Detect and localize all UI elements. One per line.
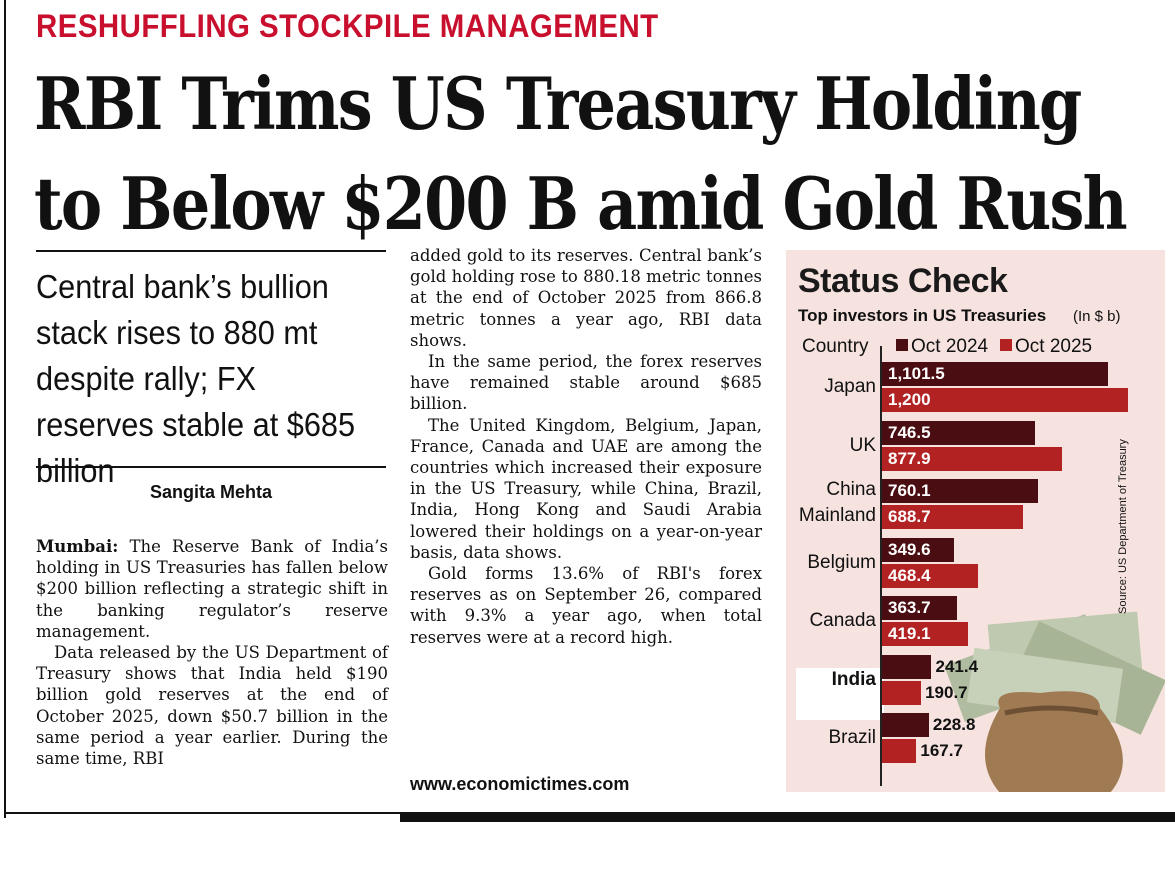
- headline-line-2: to Below $200 B amid Gold Rush: [34, 161, 1128, 246]
- legend-oct-2024: Oct 2024: [896, 336, 988, 358]
- frame-bottom-bar: [400, 814, 1175, 822]
- article-column-2: added gold to its reserves. Central bank…: [410, 245, 762, 648]
- paragraph-2-continued: added gold to its reserves. Central bank…: [410, 246, 762, 350]
- category-header: Country: [802, 336, 869, 357]
- bar-oct-2025: [882, 739, 917, 763]
- bar-oct-2024: [882, 596, 957, 620]
- bar-oct-2024: [882, 713, 929, 737]
- chart-title: Status Check: [798, 262, 1008, 300]
- bar-oct-2024: [882, 537, 954, 562]
- bar-oct-2025: [882, 622, 968, 646]
- byline: Sangita Mehta: [149, 482, 273, 502]
- deck-top-rule: [36, 250, 386, 252]
- article-column-1: Mumbai: The Reserve Bank of India’s hold…: [36, 536, 388, 896]
- deck-bottom-rule: [36, 466, 386, 468]
- money-bag-illustration: [944, 611, 1165, 792]
- bar-oct-2024: [882, 654, 932, 679]
- paragraph-3: In the same period, the forex reserves h…: [410, 352, 762, 414]
- paragraph-4: The United Kingdom, Belgium, Japan, Fran…: [410, 415, 762, 562]
- kicker: RESHUFFLING STOCKPILE MANAGEMENT: [36, 8, 659, 44]
- paragraph-5: Gold forms 13.6% of RBI's forex reserves…: [410, 564, 762, 647]
- website-link[interactable]: www.economictimes.com: [410, 774, 630, 794]
- bar-value-label: 228.8: [932, 715, 976, 734]
- bar-oct-2025: [882, 446, 1062, 471]
- chart-unit: (In $ b): [1073, 308, 1121, 325]
- bar-oct-2024: [882, 420, 1036, 445]
- bar-value-label: 746.5: [888, 422, 931, 442]
- category-label: Japan: [824, 376, 876, 397]
- bar-value-label: 241.4: [935, 656, 979, 676]
- bar-oct-2025: [882, 563, 979, 588]
- bar-value-label: 760.1: [888, 481, 931, 500]
- category-label: China Mainland: [798, 479, 876, 526]
- bar-value-label: 190.7: [925, 682, 968, 702]
- chart-subtitle: Top investors in US Treasuries: [798, 306, 1047, 325]
- frame-left-border: [4, 0, 6, 818]
- bar-value-label: 349.6: [888, 539, 931, 559]
- bar-value-label: 363.7: [888, 598, 931, 617]
- paragraph-1-text: The Reserve Bank of India’s holding in U…: [36, 537, 389, 641]
- bar-value-label: 1,101.5: [888, 364, 945, 383]
- category-label: Canada: [809, 610, 876, 631]
- legend-swatch-2024: [896, 339, 908, 351]
- category-label: Belgium: [807, 551, 876, 573]
- category-label: UK: [849, 434, 876, 456]
- bar-value-label: 877.9: [888, 448, 931, 468]
- bar-oct-2025: [882, 680, 922, 705]
- chart-axis: [880, 346, 882, 786]
- headline: RBI Trims US Treasury Holding to Below $…: [34, 54, 1128, 254]
- frame-bottom-border: [4, 812, 1175, 814]
- bar-oct-2025: [882, 505, 1024, 529]
- bar-value-label: 468.4: [888, 565, 931, 585]
- bar-oct-2024: [882, 362, 1108, 386]
- category-label: India: [831, 668, 876, 690]
- chart-source: Source: US Department of Treasury: [1117, 439, 1129, 614]
- bar-value-label: 167.7: [920, 741, 963, 760]
- headline-line-1: RBI Trims US Treasury Holding: [34, 61, 1082, 146]
- paragraph-2: Data released by the US Department of Tr…: [36, 643, 388, 769]
- bar-oct-2024: [882, 479, 1038, 503]
- paragraph-1: Mumbai: The Reserve Bank of India’s hold…: [36, 536, 388, 642]
- dateline: Mumbai:: [36, 537, 119, 556]
- category-label: Brazil: [828, 727, 876, 748]
- india-highlight: [796, 668, 884, 720]
- legend-oct-2025: Oct 2025: [1000, 336, 1092, 358]
- deck: Central bank’s bullion stack rises to 88…: [36, 268, 356, 489]
- bar-value-label: 419.1: [888, 624, 931, 643]
- bar-oct-2025: [882, 388, 1128, 412]
- bar-value-label: 688.7: [888, 507, 931, 526]
- legend-swatch-2025: [1000, 339, 1012, 351]
- bar-value-label: 1,200: [888, 390, 931, 409]
